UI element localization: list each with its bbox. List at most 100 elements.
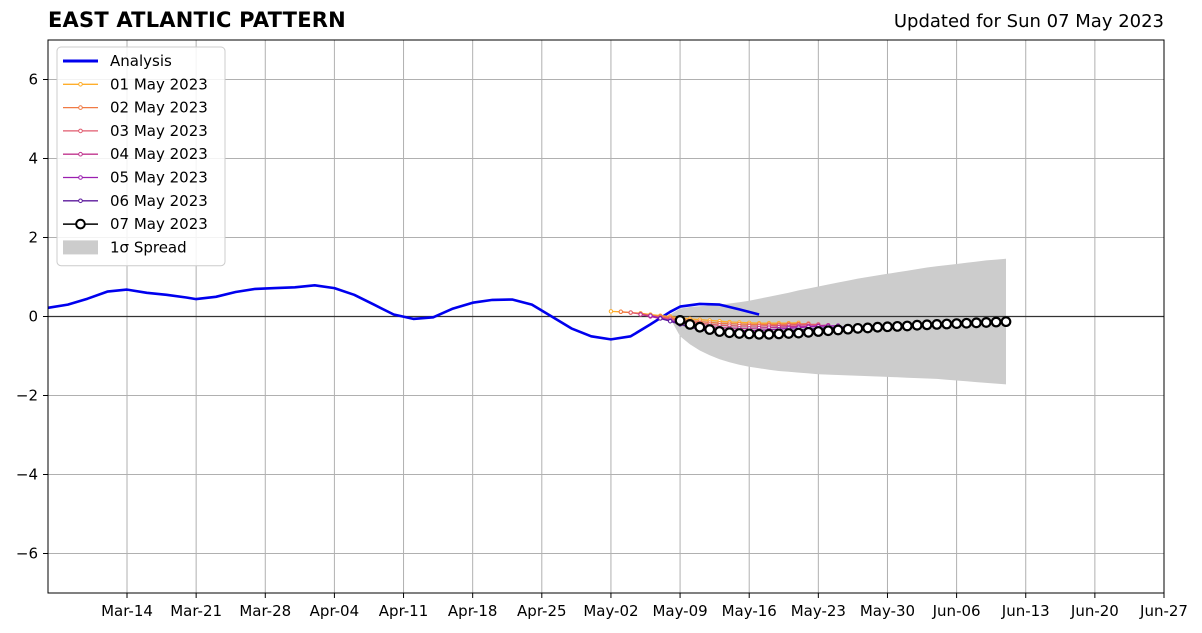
data-point xyxy=(862,322,874,334)
x-tick-label: Jun-20 xyxy=(1070,602,1119,620)
legend-label: 02 May 2023 xyxy=(110,99,208,117)
x-tick-label: Jun-27 xyxy=(1139,602,1188,620)
series-0 xyxy=(47,283,760,341)
x-tick-label: May-16 xyxy=(722,602,777,620)
data-point xyxy=(783,328,795,339)
x-tick-label: Mar-21 xyxy=(170,602,222,620)
y-tick-label: −4 xyxy=(16,466,38,484)
data-point xyxy=(667,319,673,324)
data-point xyxy=(852,322,864,334)
data-point xyxy=(882,321,893,333)
data-point xyxy=(733,328,745,339)
y-tick-label: 6 xyxy=(28,71,38,89)
legend-swatch-marker xyxy=(78,175,83,180)
x-tick-label: May-23 xyxy=(791,602,846,620)
chart-subtitle: Updated for Sun 07 May 2023 xyxy=(893,11,1164,32)
y-tick-label: 2 xyxy=(28,229,38,247)
x-tick-label: Jun-13 xyxy=(1001,602,1050,620)
data-point xyxy=(714,326,725,337)
data-point xyxy=(901,320,913,332)
legend-label: 06 May 2023 xyxy=(110,192,208,210)
data-point xyxy=(793,327,804,339)
data-point xyxy=(704,324,716,335)
y-tick-label: 0 xyxy=(28,308,38,326)
legend-item: 07 May 2023 xyxy=(63,215,208,233)
legend-swatch-marker xyxy=(78,82,83,87)
analysis-line xyxy=(47,283,760,341)
data-point xyxy=(763,328,775,340)
data-point xyxy=(921,319,933,331)
data-point xyxy=(674,315,686,326)
legend-swatch-marker xyxy=(78,128,83,134)
legend-label: 04 May 2023 xyxy=(110,145,208,163)
legend-item: 06 May 2023 xyxy=(63,192,208,210)
data-point xyxy=(608,309,614,314)
data-point xyxy=(812,326,824,337)
legend-swatch-marker xyxy=(78,198,83,204)
legend: Analysis 01 May 2023 02 May 2023 03 May 202… xyxy=(56,46,226,267)
data-point xyxy=(694,321,706,333)
x-tick-label: May-02 xyxy=(583,602,638,620)
legend-label: 07 May 2023 xyxy=(110,215,208,233)
y-axis-ticks: −6 −4 −2 0 2 4 6 xyxy=(16,71,48,563)
data-point xyxy=(872,321,883,333)
y-tick-label: 4 xyxy=(28,150,38,168)
legend-swatch-marker xyxy=(78,151,83,157)
data-point xyxy=(1000,316,1012,328)
data-point xyxy=(684,319,696,330)
legend-item: 05 May 2023 xyxy=(63,169,208,187)
x-axis-ticks: Mar-14 Mar-21 Mar-28 Apr-04 Apr-11 Apr-18 Apr-… xyxy=(101,593,1188,620)
data-point xyxy=(648,313,653,318)
legend-item: 01 May 2023 xyxy=(63,75,208,93)
data-point xyxy=(832,324,844,336)
data-point xyxy=(970,317,982,329)
legend-label: 1σ Spread xyxy=(110,238,187,256)
x-tick-label: Jun-06 xyxy=(932,602,981,620)
y-tick-label: −2 xyxy=(16,387,38,405)
x-tick-label: Apr-11 xyxy=(379,602,429,620)
spread-area xyxy=(670,258,1006,385)
data-point xyxy=(990,316,1002,328)
legend-item: 02 May 2023 xyxy=(63,99,208,117)
data-point xyxy=(753,328,765,340)
data-point xyxy=(891,320,903,332)
legend-label: Analysis xyxy=(110,52,172,70)
data-point xyxy=(822,325,834,337)
x-tick-label: May-09 xyxy=(652,602,707,620)
data-point xyxy=(941,318,953,330)
data-point xyxy=(724,327,735,339)
legend-swatch-marker xyxy=(75,218,86,230)
x-tick-label: Mar-14 xyxy=(101,602,153,620)
chart-title: EAST ATLANTIC PATTERN xyxy=(48,8,346,32)
series-lines xyxy=(47,283,1012,341)
x-tick-label: Apr-18 xyxy=(448,602,498,620)
data-point xyxy=(980,317,992,328)
data-point xyxy=(911,319,923,331)
legend-swatch-patch xyxy=(63,240,98,255)
legend-item: 1σ Spread xyxy=(63,238,187,256)
data-point xyxy=(628,310,633,315)
data-point xyxy=(803,326,814,338)
legend-item: 04 May 2023 xyxy=(63,145,208,163)
legend-label: 01 May 2023 xyxy=(110,75,208,93)
legend-box xyxy=(56,46,226,267)
data-point xyxy=(638,312,643,317)
legend-label: 05 May 2023 xyxy=(110,169,208,187)
x-tick-label: Mar-28 xyxy=(239,602,291,620)
data-point xyxy=(842,323,854,335)
x-tick-label: May-30 xyxy=(860,602,915,620)
legend-label: 03 May 2023 xyxy=(110,122,208,140)
data-point xyxy=(931,319,943,330)
data-point xyxy=(658,316,663,321)
x-tick-label: Apr-04 xyxy=(310,602,360,620)
spread-band xyxy=(670,258,1006,385)
data-point xyxy=(773,328,785,340)
legend-item: Analysis xyxy=(63,52,172,70)
data-point xyxy=(618,309,624,314)
data-point xyxy=(951,318,963,330)
data-point xyxy=(743,328,755,340)
data-point xyxy=(961,317,972,329)
series-7 xyxy=(674,315,1012,340)
y-tick-label: −6 xyxy=(16,545,38,563)
